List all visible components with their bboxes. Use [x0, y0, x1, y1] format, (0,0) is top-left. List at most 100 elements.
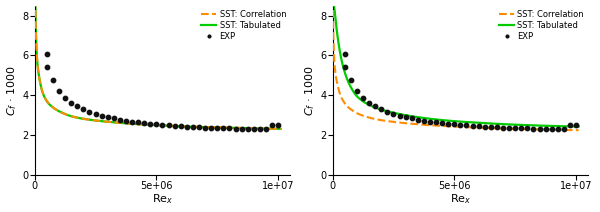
Legend: SST: Correlation, SST: Tabulated, EXP: SST: Correlation, SST: Tabulated, EXP	[497, 8, 586, 43]
EXP	[523, 127, 532, 130]
EXP	[407, 117, 416, 120]
EXP	[413, 118, 422, 121]
EXP	[60, 96, 70, 100]
EXP	[176, 124, 185, 128]
SST: Tabulated: (7.95e+06, 2.37): Tabulated: (7.95e+06, 2.37)	[225, 127, 232, 129]
SST: Correlation: (4.65e+06, 2.52): Correlation: (4.65e+06, 2.52)	[144, 123, 151, 126]
EXP	[340, 53, 350, 56]
SST: Correlation: (9.8e+06, 2.25): Correlation: (9.8e+06, 2.25)	[568, 129, 575, 131]
EXP	[340, 66, 350, 69]
EXP	[498, 126, 508, 129]
EXP	[419, 119, 428, 122]
SST: Tabulated: (4.91e+06, 2.51): Tabulated: (4.91e+06, 2.51)	[151, 124, 158, 126]
EXP	[352, 90, 362, 93]
EXP	[425, 120, 435, 123]
SST: Correlation: (7.95e+06, 2.3): Correlation: (7.95e+06, 2.3)	[523, 128, 530, 130]
SST: Correlation: (5.2e+05, 3.57): Correlation: (5.2e+05, 3.57)	[341, 103, 349, 105]
EXP	[152, 123, 161, 126]
EXP	[79, 107, 88, 111]
EXP	[182, 125, 191, 128]
Legend: SST: Correlation, SST: Tabulated, EXP: SST: Correlation, SST: Tabulated, EXP	[200, 8, 288, 43]
SST: Tabulated: (4.65e+06, 2.52): Tabulated: (4.65e+06, 2.52)	[144, 123, 151, 126]
EXP	[97, 114, 106, 117]
EXP	[133, 121, 143, 124]
Line: SST: Tabulated: SST: Tabulated	[35, 0, 281, 129]
X-axis label: Re$_x$: Re$_x$	[450, 193, 471, 206]
EXP	[541, 127, 550, 131]
SST: Tabulated: (5.2e+05, 3.67): Tabulated: (5.2e+05, 3.67)	[44, 100, 51, 103]
EXP	[103, 116, 112, 119]
EXP	[346, 79, 356, 82]
EXP	[127, 120, 137, 123]
SST: Correlation: (4.91e+06, 2.44): Correlation: (4.91e+06, 2.44)	[449, 125, 456, 128]
SST: Correlation: (7.95e+06, 2.37): Correlation: (7.95e+06, 2.37)	[225, 127, 232, 129]
EXP	[449, 123, 459, 126]
SST: Tabulated: (9.8e+06, 2.44): Tabulated: (9.8e+06, 2.44)	[568, 125, 575, 128]
SST: Correlation: (9.81e+06, 2.25): Correlation: (9.81e+06, 2.25)	[568, 129, 575, 131]
EXP	[237, 127, 247, 130]
EXP	[535, 127, 544, 130]
EXP	[206, 126, 216, 130]
EXP	[274, 123, 283, 127]
EXP	[547, 127, 557, 131]
SST: Tabulated: (1.01e+07, 2.32): Tabulated: (1.01e+07, 2.32)	[277, 127, 284, 130]
EXP	[231, 127, 241, 130]
EXP	[559, 128, 569, 131]
EXP	[224, 127, 234, 130]
EXP	[455, 123, 465, 127]
SST: Tabulated: (5.2e+05, 5.08): Tabulated: (5.2e+05, 5.08)	[341, 73, 349, 75]
SST: Tabulated: (9.81e+06, 2.44): Tabulated: (9.81e+06, 2.44)	[568, 125, 575, 128]
Line: SST: Correlation: SST: Correlation	[332, 0, 578, 130]
EXP	[383, 110, 392, 113]
EXP	[146, 122, 155, 126]
EXP	[170, 124, 179, 127]
EXP	[511, 126, 520, 130]
SST: Correlation: (1.01e+07, 2.25): Correlation: (1.01e+07, 2.25)	[575, 129, 582, 131]
Y-axis label: $C_f$ · 1000: $C_f$ · 1000	[5, 65, 19, 116]
EXP	[401, 116, 410, 119]
EXP	[517, 127, 526, 130]
EXP	[54, 90, 64, 93]
Line: SST: Correlation: SST: Correlation	[35, 0, 281, 129]
EXP	[42, 53, 52, 56]
EXP	[249, 127, 259, 131]
EXP	[67, 101, 76, 105]
EXP	[109, 117, 119, 120]
EXP	[255, 127, 265, 131]
EXP	[461, 124, 471, 127]
EXP	[194, 126, 204, 129]
EXP	[243, 127, 253, 131]
EXP	[188, 125, 198, 129]
EXP	[492, 126, 502, 129]
EXP	[395, 114, 404, 117]
EXP	[505, 126, 514, 130]
EXP	[437, 121, 447, 125]
EXP	[267, 123, 277, 127]
EXP	[443, 122, 453, 126]
EXP	[480, 125, 490, 128]
SST: Correlation: (1.01e+07, 2.32): Correlation: (1.01e+07, 2.32)	[277, 127, 284, 130]
SST: Tabulated: (9.8e+06, 2.32): Tabulated: (9.8e+06, 2.32)	[270, 127, 277, 130]
EXP	[261, 128, 271, 131]
EXP	[364, 101, 374, 105]
SST: Tabulated: (4.91e+06, 2.71): Tabulated: (4.91e+06, 2.71)	[449, 120, 456, 122]
SST: Correlation: (9.8e+06, 2.32): Correlation: (9.8e+06, 2.32)	[270, 127, 277, 130]
EXP	[370, 105, 380, 108]
EXP	[115, 118, 125, 121]
X-axis label: Re$_x$: Re$_x$	[152, 193, 173, 206]
EXP	[376, 107, 386, 111]
EXP	[358, 96, 368, 100]
EXP	[91, 112, 100, 116]
EXP	[200, 126, 210, 129]
SST: Correlation: (5.2e+05, 3.67): Correlation: (5.2e+05, 3.67)	[44, 100, 51, 103]
EXP	[212, 126, 222, 130]
EXP	[565, 123, 575, 127]
EXP	[571, 123, 581, 127]
SST: Tabulated: (9.81e+06, 2.32): Tabulated: (9.81e+06, 2.32)	[270, 127, 277, 130]
EXP	[474, 124, 484, 128]
EXP	[42, 66, 52, 69]
Line: SST: Tabulated: SST: Tabulated	[332, 0, 578, 127]
EXP	[139, 121, 149, 125]
SST: Correlation: (9.81e+06, 2.32): Correlation: (9.81e+06, 2.32)	[270, 127, 277, 130]
EXP	[85, 110, 94, 113]
